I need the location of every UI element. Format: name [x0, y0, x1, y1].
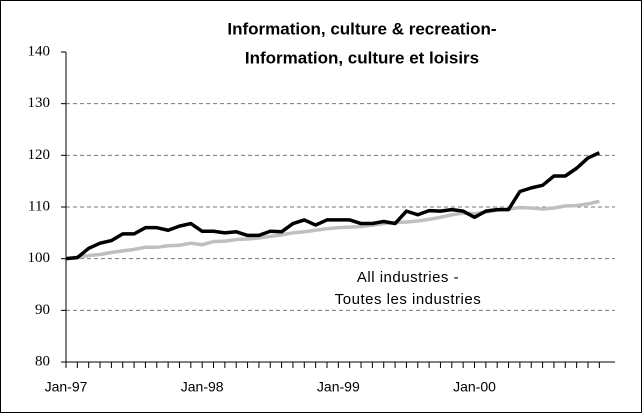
chart-title: Information, culture et loisirs [245, 48, 479, 67]
x-tick-label: Jan-00 [453, 379, 496, 395]
y-tick-label: 130 [28, 95, 51, 111]
series-annotation: Toutes les industries [335, 291, 481, 308]
y-tick-label: 80 [35, 353, 50, 369]
line-series [65, 151, 601, 261]
y-tick-label: 110 [28, 198, 50, 214]
y-tick-label: 90 [35, 302, 50, 318]
series-annotation: All industries - [357, 269, 459, 286]
chart-title: Information, culture & recreation- [227, 19, 496, 38]
y-tick-label: 100 [28, 250, 51, 266]
x-tick-label: Jan-99 [317, 379, 360, 395]
x-tick-label: Jan-97 [45, 379, 88, 395]
y-tick-label: 140 [28, 43, 51, 59]
y-tick-label: 120 [28, 147, 51, 163]
x-tick-label: Jan-98 [181, 379, 224, 395]
